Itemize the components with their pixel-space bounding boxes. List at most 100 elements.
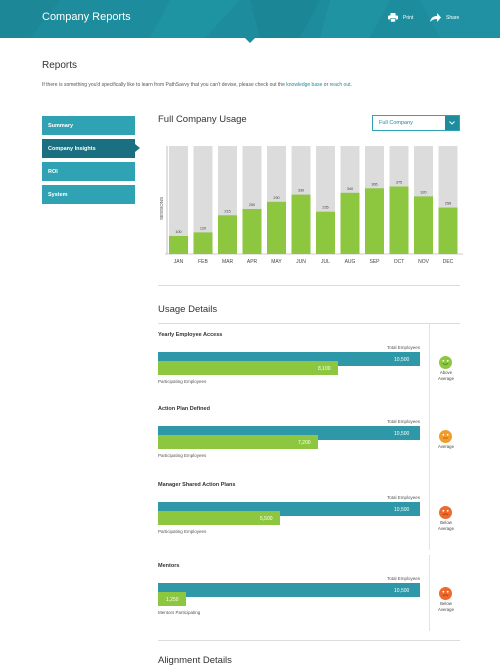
participating-label: Participating Employees xyxy=(158,453,207,458)
bar[interactable] xyxy=(267,201,286,254)
bar-value-label: 215 xyxy=(224,209,230,213)
sad-face-icon xyxy=(439,587,452,600)
bar[interactable] xyxy=(365,188,384,254)
desc-text-pre: If there is something you'd specifically… xyxy=(42,82,287,88)
dropdown-toggle[interactable] xyxy=(445,116,459,130)
metric-1: Yearly Employee Access Total Employees 10,… xyxy=(158,324,460,404)
bar[interactable] xyxy=(389,186,409,255)
x-tick-label: JAN xyxy=(174,259,184,265)
bar[interactable] xyxy=(169,236,188,254)
x-tick-label: NOV xyxy=(418,259,430,265)
total-employees-label: Total Employees xyxy=(386,495,420,500)
x-tick-label: APR xyxy=(247,259,258,265)
bar-value-label: 375 xyxy=(396,181,402,185)
bar-value-label: 258 xyxy=(445,202,451,206)
usage-chart-title: Full Company Usage xyxy=(158,114,247,125)
participating-label: Participating Employees xyxy=(158,379,207,384)
total-value: 10,500 xyxy=(394,431,410,437)
usage-details-end-divider xyxy=(158,640,460,641)
total-employees-label: Total Employees xyxy=(386,576,420,581)
participating-value: 1,250 xyxy=(166,597,179,603)
total-value: 10,500 xyxy=(394,507,410,513)
bar[interactable] xyxy=(218,215,237,254)
total-value: 10,500 xyxy=(394,357,410,363)
metric-4: Mentors Total Employees 10,500 1,250 Mentors… xyxy=(158,555,460,635)
participating-bar xyxy=(158,511,280,525)
section-divider xyxy=(158,285,460,286)
metric-title: Action Plan Defined xyxy=(158,406,210,412)
participating-bar xyxy=(158,592,186,606)
x-tick-label: FEB xyxy=(198,259,208,265)
bar-value-label: 365 xyxy=(371,182,377,186)
bar-value-label: 340 xyxy=(347,187,353,191)
metric-title: Manager Shared Action Plans xyxy=(158,482,236,488)
share-arrow-icon xyxy=(430,13,441,22)
participating-value: 7,200 xyxy=(298,440,311,446)
sidebar-item-company-insights[interactable]: Company Insights xyxy=(42,139,140,158)
happy-face-icon xyxy=(439,356,452,369)
x-tick-label: JUL xyxy=(321,259,330,265)
x-tick-label: DEC xyxy=(443,259,454,265)
x-tick-label: MAY xyxy=(271,259,282,265)
participating-value: 8,100 xyxy=(318,366,331,372)
total-bar xyxy=(158,583,420,597)
status-line-1: Below xyxy=(440,520,452,525)
bar[interactable] xyxy=(438,207,458,254)
participating-bar xyxy=(158,361,338,375)
usage-bar-chart: SESSIONS 100 JAN 120 FEB 215 MAR 250 APR 290 MAY 33… xyxy=(159,146,463,265)
usage-details-title: Usage Details xyxy=(158,304,218,315)
status-label: Average xyxy=(426,444,466,450)
metric-separator xyxy=(429,324,430,400)
alignment-details-title: Alignment Details xyxy=(158,655,232,666)
bar-value-label: 250 xyxy=(249,203,255,207)
status-line-1: Below xyxy=(440,601,452,606)
bar[interactable] xyxy=(242,209,262,254)
status-line-2: Average xyxy=(438,606,454,612)
bar-value-label: 330 xyxy=(298,189,304,193)
bar-track xyxy=(169,146,188,254)
x-tick-label: JUN xyxy=(296,259,306,265)
desc-text-mid: or xyxy=(322,82,330,88)
bar-value-label: 290 xyxy=(273,196,279,200)
company-filter-dropdown[interactable]: Full Company xyxy=(372,115,460,131)
status-line-2: Average xyxy=(438,525,454,531)
status-label: Above Average xyxy=(426,370,466,381)
participating-bar xyxy=(158,435,318,449)
participating-value: 5,500 xyxy=(260,516,273,522)
status-line-2: Average xyxy=(438,375,454,381)
bar[interactable] xyxy=(340,192,360,254)
sidebar-item-summary[interactable]: Summary xyxy=(42,116,135,135)
bar[interactable] xyxy=(193,232,213,254)
header-pointer xyxy=(244,37,256,43)
share-button[interactable]: Share xyxy=(430,13,459,22)
metric-3: Manager Shared Action Plans Total Employe… xyxy=(158,474,460,554)
sad-face-icon xyxy=(439,506,452,519)
total-employees-label: Total Employees xyxy=(386,419,420,424)
metric-separator xyxy=(429,398,430,474)
bar-value-label: 320 xyxy=(420,190,426,194)
knowledge-base-link[interactable]: knowledge base xyxy=(286,82,323,88)
reach-out-link[interactable]: reach out xyxy=(329,82,351,88)
total-value: 10,500 xyxy=(394,588,410,594)
bar[interactable] xyxy=(316,211,335,254)
participating-label: Participating Employees xyxy=(158,529,207,534)
print-button[interactable]: Print xyxy=(388,13,413,22)
total-employees-label: Total Employees xyxy=(386,345,420,350)
neutral-face-icon xyxy=(439,430,452,443)
participating-label: Mentors Participating xyxy=(158,610,201,615)
app-header: Company Reports Print Share xyxy=(0,0,500,38)
reports-description: If there is something you'd specifically… xyxy=(42,82,352,88)
metric-2: Action Plan Defined Total Employees 10,500… xyxy=(158,398,460,478)
bar-value-label: 120 xyxy=(200,226,206,230)
bar-value-label: 235 xyxy=(322,206,328,210)
sidebar-item-system[interactable]: System xyxy=(42,185,135,204)
share-label: Share xyxy=(446,14,460,21)
y-axis-label: SESSIONS xyxy=(159,197,164,220)
bar[interactable] xyxy=(414,196,433,254)
desc-text-post: . xyxy=(350,82,352,88)
sidebar-item-roi[interactable]: ROI xyxy=(42,162,135,181)
dropdown-selected-value: Full Company xyxy=(379,120,413,126)
bar[interactable] xyxy=(291,194,311,254)
printer-icon xyxy=(388,13,398,22)
metric-title: Mentors xyxy=(158,563,180,569)
